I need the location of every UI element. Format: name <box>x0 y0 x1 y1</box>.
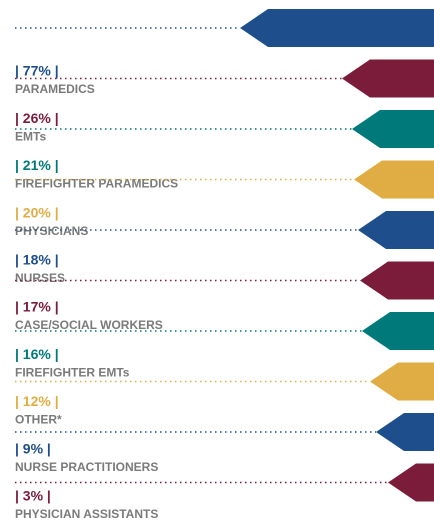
category-label: PHYSICIANS <box>15 224 88 238</box>
category-label: EMTs <box>15 129 46 143</box>
arrow-bar <box>342 59 434 98</box>
value-label: | 12% | <box>15 393 59 409</box>
value-label: | 18% | <box>15 252 59 268</box>
category-label: CASE/SOCIAL WORKERS <box>15 318 163 332</box>
value-label: | 3% | <box>15 488 51 504</box>
value-label: | 26% | <box>15 110 59 126</box>
arrow-bar <box>388 463 434 502</box>
value-label: | 17% | <box>15 299 59 315</box>
arrow-bar <box>376 413 434 451</box>
arrow-bar <box>352 110 434 148</box>
category-label: NURSE PRACTITIONERS <box>15 460 158 474</box>
category-label: FIREFIGHTER PARAMEDICS <box>15 177 178 191</box>
value-label: | 20% | <box>15 204 59 220</box>
arrow-bar <box>360 261 434 300</box>
arrow-bar <box>240 9 434 47</box>
category-label: FIREFIGHTER EMTs <box>15 365 130 379</box>
value-label: | 77% | <box>15 63 59 79</box>
arrow-bar <box>358 211 434 249</box>
arrow-bar <box>354 160 434 199</box>
value-label: | 21% | <box>15 157 59 173</box>
value-label: | 16% | <box>15 346 59 362</box>
arrow-bar <box>362 312 434 350</box>
category-label: PARAMEDICS <box>15 82 95 96</box>
category-label: PHYSICIAN ASSISTANTS <box>15 507 158 521</box>
category-label: NURSES <box>15 271 65 285</box>
arrow-bar <box>370 362 434 401</box>
category-label: OTHER* <box>15 413 62 427</box>
value-label: | 9% | <box>15 440 51 456</box>
